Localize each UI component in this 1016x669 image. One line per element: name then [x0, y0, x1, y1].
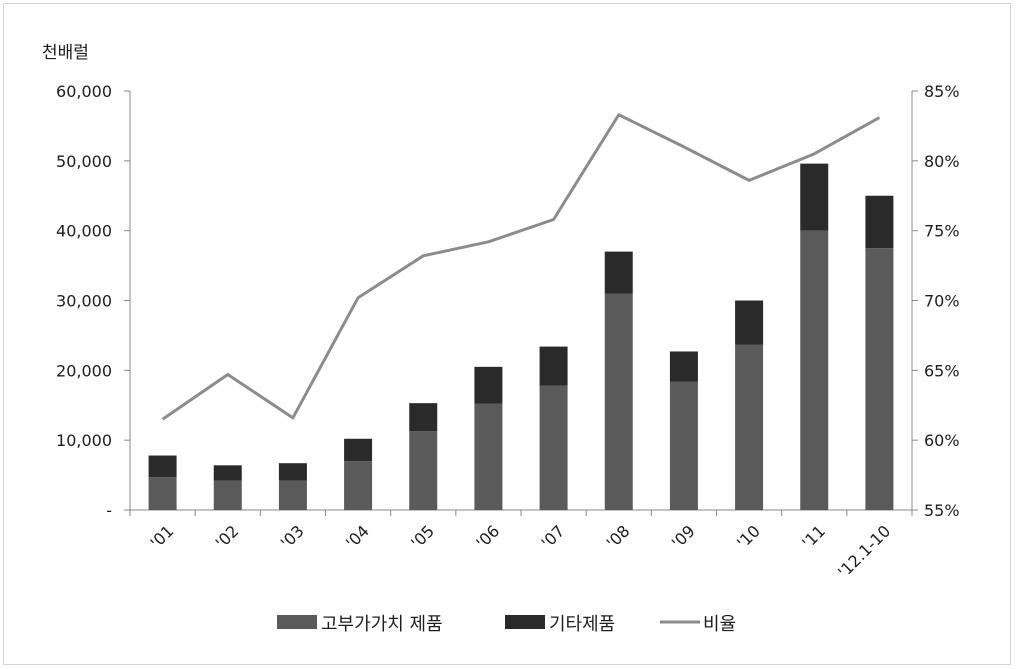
bar-high-value	[474, 403, 503, 510]
bar-other	[213, 465, 242, 481]
y-left-tick-label: 10,000	[56, 431, 112, 450]
legend-label-ratio: 비율	[703, 614, 736, 635]
x-tick-label: '12.1-10	[834, 521, 894, 581]
y-left-tick-label: 50,000	[56, 152, 112, 171]
legend-label-high-value: 고부가가치 제품	[321, 614, 443, 635]
bar-other	[474, 366, 503, 404]
x-tick-label: '10	[733, 521, 764, 552]
x-axis-tick-labels: '01 '02 '03 '04 '05 '06 '07 '08 '09 '10 '11'12.1-1…	[146, 521, 894, 581]
y-right-tick-label: 85%	[924, 82, 960, 101]
y-left-tick-label: 30,000	[56, 292, 112, 311]
ratio-line	[161, 113, 881, 421]
x-tick-label: '03	[277, 521, 308, 552]
x-tick-label: '11	[798, 521, 829, 552]
bar-high-value	[800, 230, 829, 510]
x-tick-label: '02	[212, 521, 243, 552]
bar-high-value	[735, 344, 764, 510]
y-left-tick-label: 40,000	[56, 222, 112, 241]
bar-high-value	[669, 381, 698, 510]
ratio-line-series	[161, 113, 881, 421]
bar-high-value	[409, 431, 438, 510]
y-axis-unit-label: 천배럴	[42, 43, 89, 63]
axes: - 10,000 20,000 30,000 40,000 50,000 60,000 55%…	[56, 82, 960, 520]
x-tick-label: '01	[146, 521, 177, 552]
y-right-tick-label: 80%	[924, 152, 960, 171]
bar-series	[148, 163, 894, 510]
bar-other	[669, 351, 698, 382]
y-right-tick-label: 75%	[924, 222, 960, 241]
x-tick-label: '07	[537, 521, 568, 552]
y-left-tick-label: 60,000	[56, 82, 112, 101]
y-left-tick-label: 20,000	[56, 361, 112, 380]
chart-frame	[3, 3, 1011, 665]
legend-swatch-high-value	[277, 615, 317, 629]
bar-other	[539, 346, 568, 386]
x-tick-label: '08	[603, 521, 634, 552]
x-tick-label: '09	[668, 521, 699, 552]
bar-other	[278, 463, 307, 481]
y-right-tick-label: 60%	[924, 431, 960, 450]
bar-other	[148, 455, 177, 478]
bar-other	[344, 438, 373, 462]
legend-swatch-other	[505, 615, 545, 629]
bar-other	[409, 403, 438, 432]
bar-other	[735, 300, 764, 345]
bar-high-value	[344, 461, 373, 510]
y-right-tick-label: 65%	[924, 361, 960, 380]
bar-other	[865, 195, 894, 249]
bar-other	[604, 251, 633, 294]
bar-high-value	[278, 480, 307, 510]
legend: 고부가가치 제품 기타제품 비율	[277, 614, 736, 635]
bar-high-value	[213, 480, 242, 510]
bar-high-value	[148, 477, 177, 510]
x-tick-label: '04	[342, 521, 373, 552]
x-tick-label: '06	[472, 521, 503, 552]
bar-high-value	[604, 293, 633, 510]
y-right-tick-label: 70%	[924, 292, 960, 311]
y-right-tick-label: 55%	[924, 501, 960, 520]
y-left-tick-label: -	[106, 501, 112, 520]
legend-label-other: 기타제품	[549, 614, 615, 635]
unit-label-group: 천배럴	[42, 43, 89, 63]
bar-high-value	[539, 385, 568, 510]
bar-other	[800, 163, 829, 231]
x-tick-label: '05	[407, 521, 438, 552]
bar-high-value	[865, 248, 894, 510]
